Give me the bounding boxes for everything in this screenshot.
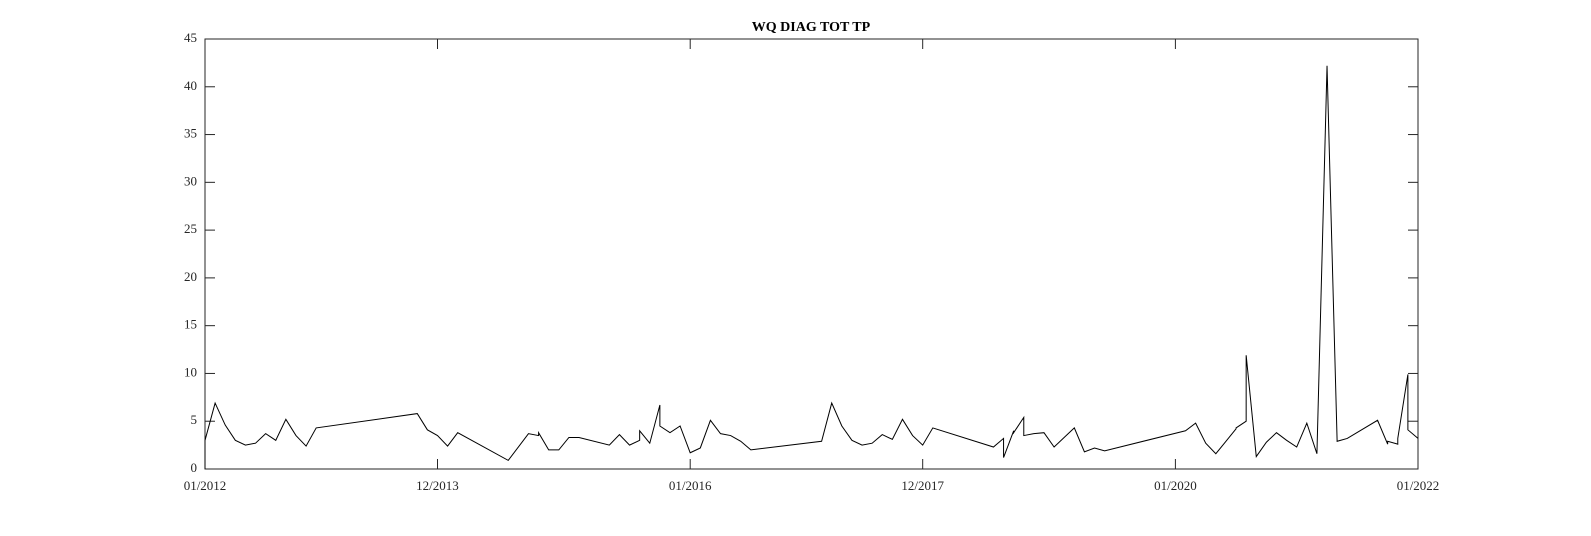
x-tick-label: 01/2016 [669,478,712,493]
y-tick-label: 0 [191,460,198,475]
x-tick-label: 01/2022 [1397,478,1440,493]
x-tick-label: 12/2017 [901,478,944,493]
y-tick-label: 5 [191,412,198,427]
y-tick-label: 10 [184,364,197,379]
y-tick-label: 15 [184,317,197,332]
data-line [204,65,1419,469]
y-tick-label: 20 [184,269,197,284]
x-tick-label: 12/2013 [416,478,459,493]
y-tick-label: 35 [184,126,197,141]
y-tick-label: 30 [184,173,197,188]
y-tick-label: 40 [184,78,197,93]
chart-title: WQ DIAG TOT TP [752,20,871,35]
plot-frame [204,38,1419,470]
x-tick-label: 01/2020 [1154,478,1197,493]
x-tick-label: 01/2012 [184,478,227,493]
y-tick-label: 25 [184,221,197,236]
y-tick-label: 45 [184,30,197,45]
